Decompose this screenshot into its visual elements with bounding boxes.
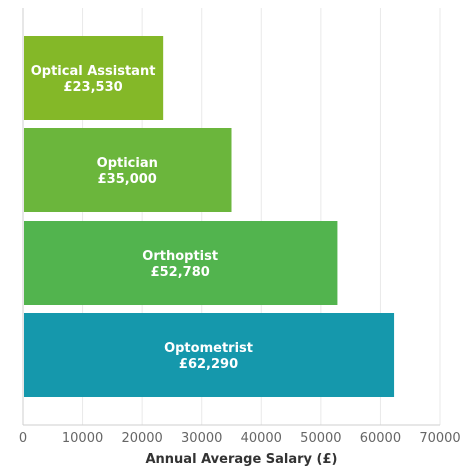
bar-value-label: £62,290 — [179, 357, 238, 372]
bar-category-label: Orthoptist — [142, 249, 218, 264]
bar-value-label: £52,780 — [151, 265, 210, 280]
x-tick-label: 40000 — [241, 431, 282, 446]
x-tick-label: 70000 — [419, 431, 460, 446]
bar-value-label: £35,000 — [98, 172, 157, 187]
bar-category-label: Optician — [97, 156, 158, 171]
x-tick-label: 10000 — [62, 431, 103, 446]
x-axis-label: Annual Average Salary (£) — [145, 452, 337, 467]
bar — [24, 221, 338, 305]
bar — [24, 36, 164, 120]
bar-value-label: £23,530 — [63, 80, 122, 95]
bar — [24, 128, 232, 212]
x-tick-label: 20000 — [121, 431, 162, 446]
x-tick-label: 0 — [19, 431, 27, 446]
bar-category-label: Optometrist — [164, 341, 253, 356]
bar — [24, 313, 395, 397]
x-tick-label: 50000 — [300, 431, 341, 446]
bar-category-label: Optical Assistant — [31, 64, 156, 79]
x-axis: 0 10000 20000 30000 40000 50000 60000 70000 — [19, 8, 461, 446]
x-tick-label: 30000 — [181, 431, 222, 446]
x-tick-label: 60000 — [360, 431, 401, 446]
bars: Optical Assistant£23,530 Optician£35,000 O… — [24, 36, 395, 397]
